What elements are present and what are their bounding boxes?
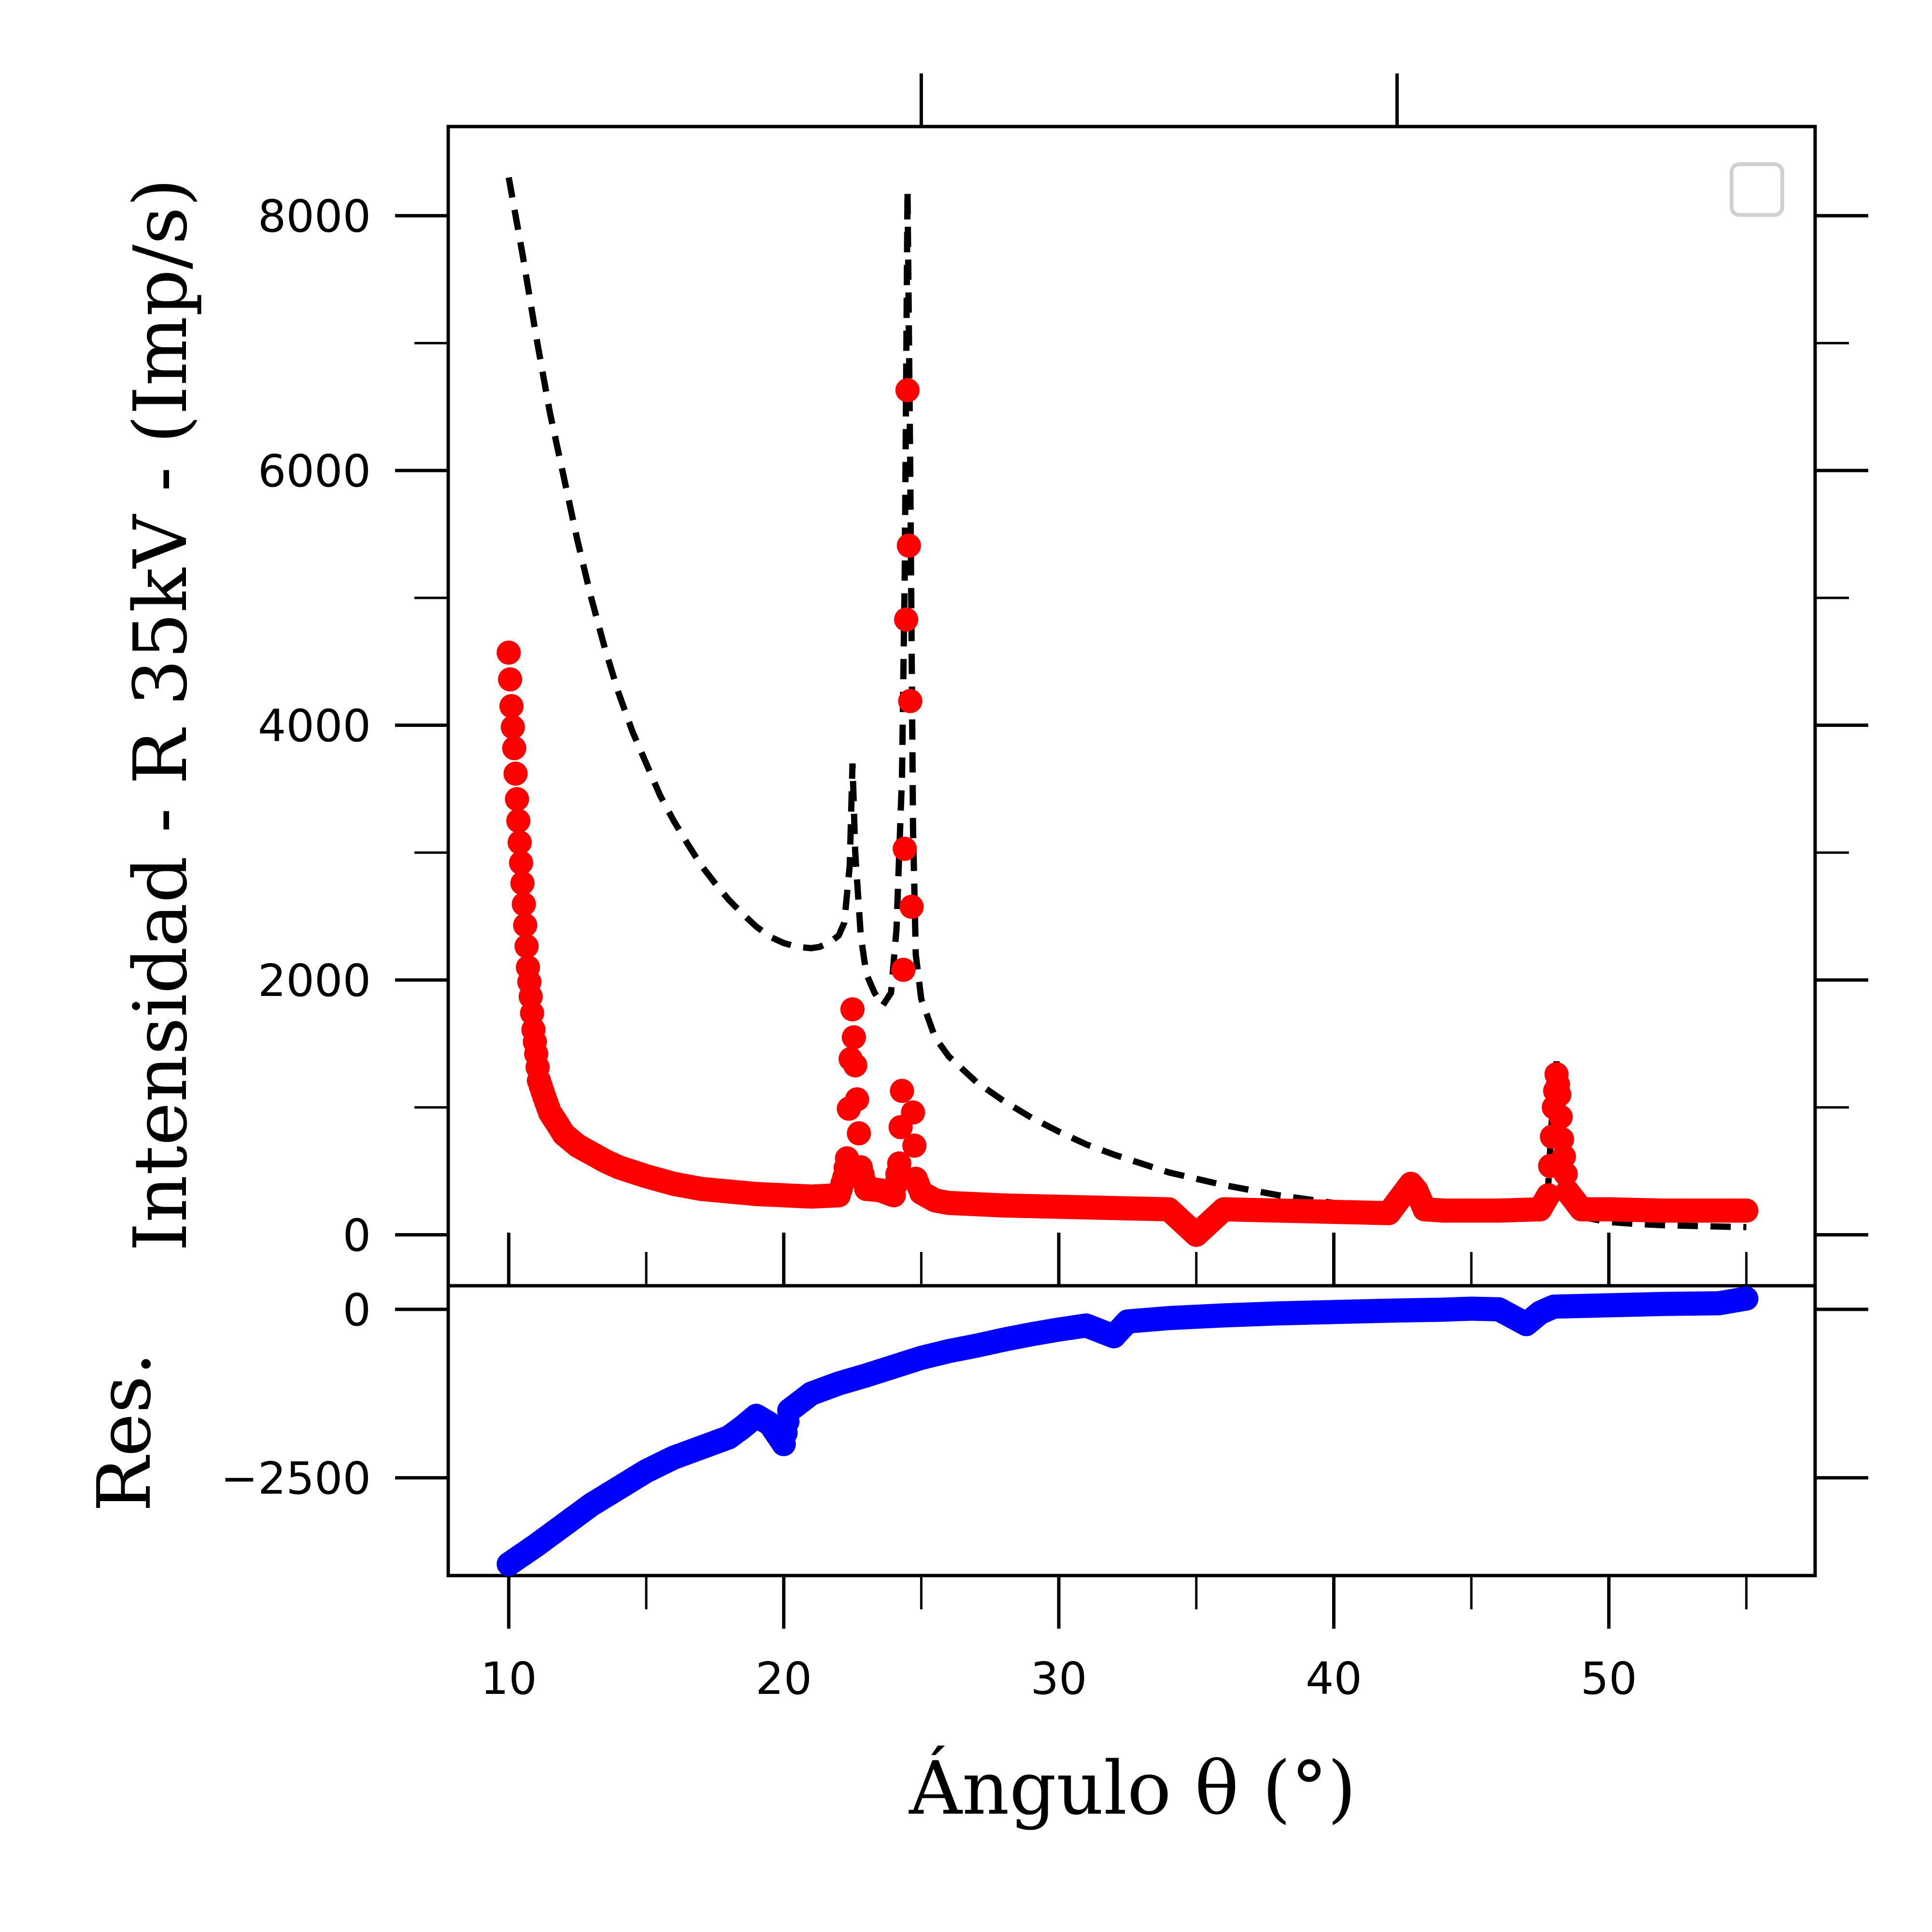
res-y-tick-label: −2500 — [221, 1453, 371, 1505]
residual-points — [497, 1286, 1759, 1577]
residual-y-axis-label: Res. — [82, 1352, 167, 1512]
observed-point — [896, 533, 921, 558]
observed-point — [509, 851, 533, 875]
observed-point — [902, 1133, 927, 1158]
observed-point — [840, 997, 865, 1022]
legend-box — [1730, 162, 1784, 217]
main-plot-frame — [446, 125, 1817, 1288]
observed-point — [845, 1087, 869, 1112]
observed-point — [498, 667, 523, 692]
observed-point — [899, 895, 924, 919]
x-tick-label: 50 — [1580, 1653, 1637, 1705]
observed-point — [1547, 1082, 1572, 1107]
observed-point — [503, 761, 528, 786]
observed-points — [497, 378, 1759, 1247]
x-tick-label: 40 — [1306, 1653, 1362, 1705]
observed-point — [508, 830, 532, 855]
x-tick-label: 20 — [755, 1653, 812, 1705]
observed-point — [1550, 1127, 1575, 1151]
observed-point — [891, 957, 916, 982]
observed-point — [497, 640, 521, 665]
observed-point — [901, 1100, 925, 1125]
observed-point — [1536, 1183, 1561, 1208]
x-tick-label: 10 — [481, 1653, 537, 1705]
observed-point — [887, 1151, 911, 1176]
observed-point — [514, 934, 539, 959]
residual-plot-frame — [446, 1284, 1817, 1577]
observed-point — [894, 607, 919, 632]
observed-point — [506, 809, 531, 833]
y-tick-label: 4000 — [258, 700, 371, 752]
x-tick-label: 30 — [1031, 1653, 1087, 1705]
observed-point — [500, 715, 525, 739]
observed-point — [510, 871, 535, 895]
observed-point — [499, 694, 524, 718]
y-tick-label: 8000 — [258, 191, 371, 242]
observed-point — [511, 892, 536, 917]
y-tick-label: 0 — [342, 1210, 371, 1262]
observed-point — [505, 787, 529, 811]
observed-point — [898, 689, 923, 713]
observed-point — [895, 378, 920, 402]
y-tick-label: 2000 — [258, 955, 371, 1007]
observed-point — [847, 1121, 871, 1146]
residual-point — [1734, 1286, 1759, 1311]
observed-point — [890, 1079, 914, 1103]
observed-point — [513, 913, 538, 938]
observed-point — [841, 1025, 866, 1050]
observed-point — [1548, 1105, 1573, 1129]
main-y-axis-label: Intensidad - R 35kV - (Imp/s) — [118, 178, 203, 1251]
observed-point — [843, 1053, 867, 1078]
observed-point — [893, 837, 917, 861]
observed-point — [1553, 1162, 1578, 1186]
observed-point — [1734, 1198, 1759, 1223]
x-axis-label: Ángulo θ (°) — [909, 1746, 1356, 1831]
observed-point — [502, 736, 526, 760]
observed-point — [1551, 1144, 1576, 1169]
y-tick-label: 6000 — [258, 445, 371, 497]
residual-panel: 0 −2500 10 20 30 40 50 — [221, 1284, 1868, 1705]
res-y-tick-label: 0 — [342, 1284, 371, 1336]
main-panel: 0 2000 4000 6000 8000 — [258, 73, 1868, 1288]
